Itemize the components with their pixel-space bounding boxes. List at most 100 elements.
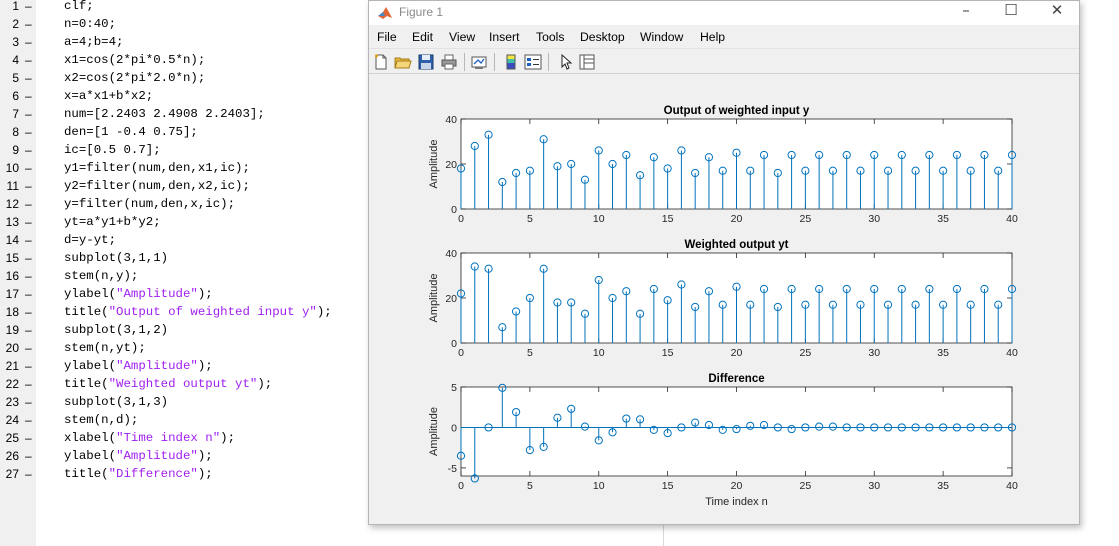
code-line[interactable]: 27– title("Difference"); bbox=[0, 465, 368, 483]
breakpoint-dash[interactable]: – bbox=[25, 143, 32, 157]
code-line[interactable]: 21– ylabel("Amplitude"); bbox=[0, 357, 368, 375]
breakpoint-dash[interactable]: – bbox=[25, 161, 32, 175]
menu-edit[interactable]: Edit bbox=[412, 30, 434, 44]
insert-legend-icon[interactable] bbox=[524, 53, 542, 71]
code-line[interactable]: 26– ylabel("Amplitude"); bbox=[0, 447, 368, 465]
breakpoint-dash[interactable]: – bbox=[25, 179, 32, 193]
code-line[interactable]: 16– stem(n,y); bbox=[0, 267, 368, 285]
property-inspector-icon[interactable] bbox=[578, 53, 596, 71]
figure-menu-bar: File Edit View Insert Tools Desktop Wind… bbox=[369, 26, 1079, 66]
code-line[interactable]: 6– x=a*x1+b*x2; bbox=[0, 87, 368, 105]
code-line[interactable]: 7– num=[2.2403 2.4908 2.2403]; bbox=[0, 105, 368, 123]
breakpoint-dash[interactable]: – bbox=[25, 413, 32, 427]
breakpoint-dash[interactable]: – bbox=[25, 359, 32, 373]
code-line[interactable]: 17– ylabel("Amplitude"); bbox=[0, 285, 368, 303]
code-line[interactable]: 9– ic=[0.5 0.7]; bbox=[0, 141, 368, 159]
breakpoint-dash[interactable]: – bbox=[25, 0, 32, 13]
stem-marker bbox=[553, 413, 562, 422]
print-icon[interactable] bbox=[440, 53, 458, 71]
x-tick-label: 40 bbox=[1006, 347, 1018, 359]
code-text: ylabel("Amplitude"); bbox=[64, 447, 213, 465]
menu-view[interactable]: View bbox=[449, 30, 476, 44]
breakpoint-dash[interactable]: – bbox=[25, 341, 32, 355]
axes-box bbox=[460, 386, 1013, 477]
line-number: 18 bbox=[5, 305, 19, 319]
code-line[interactable]: 8– den=[1 -0.4 0.75]; bbox=[0, 123, 368, 141]
code-line[interactable]: 12– y=filter(num,den,x,ic); bbox=[0, 195, 368, 213]
menu-tools[interactable]: Tools bbox=[536, 30, 565, 44]
close-button[interactable]: ✕ bbox=[1050, 1, 1064, 19]
x-tick-label: 20 bbox=[731, 480, 743, 492]
breakpoint-dash[interactable]: – bbox=[25, 53, 32, 67]
stem-marker bbox=[594, 146, 603, 155]
stem-marker bbox=[897, 284, 906, 294]
stem-marker bbox=[635, 309, 645, 318]
stem-marker bbox=[870, 150, 879, 160]
breakpoint-dash[interactable]: – bbox=[25, 287, 32, 301]
code-line[interactable]: 3– a=4;b=4; bbox=[0, 33, 368, 51]
menu-insert[interactable]: Insert bbox=[489, 30, 520, 44]
breakpoint-dash[interactable]: – bbox=[25, 305, 32, 319]
figure-title-bar[interactable]: Figure 1 – ☐ ✕ bbox=[369, 1, 1079, 25]
code-editor[interactable]: 1– clf; 2– n=0:40; 3– a=4;b=4; 4– x1=cos(2*pi*0… bbox=[0, 0, 368, 546]
code-line[interactable]: 25– xlabel("Time index n"); bbox=[0, 429, 368, 447]
stem-marker bbox=[746, 421, 755, 430]
maximize-button[interactable]: ☐ bbox=[1004, 1, 1018, 19]
axes-title: Difference bbox=[708, 373, 764, 385]
stem-marker bbox=[966, 423, 975, 432]
code-line[interactable]: 1– clf; bbox=[0, 0, 368, 15]
breakpoint-dash[interactable]: – bbox=[25, 323, 32, 337]
breakpoint-dash[interactable]: – bbox=[25, 395, 32, 409]
minimize-button[interactable]: – bbox=[962, 1, 970, 19]
breakpoint-dash[interactable]: – bbox=[25, 107, 32, 121]
breakpoint-dash[interactable]: – bbox=[25, 449, 32, 463]
breakpoint-dash[interactable]: – bbox=[25, 17, 32, 31]
breakpoint-dash[interactable]: – bbox=[25, 251, 32, 265]
breakpoint-dash[interactable]: – bbox=[25, 125, 32, 139]
stem-marker bbox=[525, 446, 534, 455]
breakpoint-dash[interactable]: – bbox=[25, 269, 32, 283]
figure-window-title: Figure 1 bbox=[399, 5, 444, 19]
code-line[interactable]: 4– x1=cos(2*pi*0.5*n); bbox=[0, 51, 368, 69]
code-line[interactable]: 13– yt=a*y1+b*y2; bbox=[0, 213, 368, 231]
breakpoint-dash[interactable]: – bbox=[25, 215, 32, 229]
x-tick-label: 10 bbox=[593, 480, 605, 492]
code-line[interactable]: 14– d=y-yt; bbox=[0, 231, 368, 249]
stem-marker bbox=[608, 159, 617, 169]
code-line[interactable]: 24– stem(n,d); bbox=[0, 411, 368, 429]
breakpoint-dash[interactable]: – bbox=[25, 431, 32, 445]
code-line[interactable]: 11– y2=filter(num,den,x2,ic); bbox=[0, 177, 368, 195]
save-icon[interactable] bbox=[417, 53, 435, 71]
code-line[interactable]: 22– title("Weighted output yt"); bbox=[0, 375, 368, 393]
breakpoint-dash[interactable]: – bbox=[25, 197, 32, 211]
stem-marker bbox=[787, 284, 796, 294]
code-line[interactable]: 5– x2=cos(2*pi*2.0*n); bbox=[0, 69, 368, 87]
link-plot-icon[interactable] bbox=[470, 53, 488, 71]
breakpoint-dash[interactable]: – bbox=[25, 233, 32, 247]
breakpoint-dash[interactable]: – bbox=[25, 71, 32, 85]
stem-marker bbox=[1007, 423, 1017, 432]
breakpoint-dash[interactable]: – bbox=[25, 377, 32, 391]
menu-help[interactable]: Help bbox=[700, 30, 726, 44]
code-line[interactable]: 2– n=0:40; bbox=[0, 15, 368, 33]
line-number: 14 bbox=[5, 233, 19, 247]
code-line[interactable]: 23– subplot(3,1,3) bbox=[0, 393, 368, 411]
menu-desktop[interactable]: Desktop bbox=[580, 30, 625, 44]
stem-marker bbox=[911, 423, 920, 432]
stem-marker bbox=[649, 284, 658, 294]
code-line[interactable]: 15– subplot(3,1,1) bbox=[0, 249, 368, 267]
code-line[interactable]: 18– title("Output of weighted input y"); bbox=[0, 303, 368, 321]
new-figure-icon[interactable] bbox=[372, 53, 390, 71]
breakpoint-dash[interactable]: – bbox=[25, 89, 32, 103]
code-line[interactable]: 10– y1=filter(num,den,x1,ic); bbox=[0, 159, 368, 177]
x-tick-label: 30 bbox=[868, 480, 880, 492]
open-file-icon[interactable] bbox=[394, 53, 412, 71]
code-line[interactable]: 20– stem(n,yt); bbox=[0, 339, 368, 357]
edit-plot-arrow-icon[interactable] bbox=[557, 53, 575, 71]
menu-window[interactable]: Window bbox=[640, 30, 684, 44]
code-line[interactable]: 19– subplot(3,1,2) bbox=[0, 321, 368, 339]
insert-colorbar-icon[interactable] bbox=[502, 53, 520, 71]
menu-file[interactable]: File bbox=[377, 30, 397, 44]
breakpoint-dash[interactable]: – bbox=[25, 35, 32, 49]
breakpoint-dash[interactable]: – bbox=[25, 467, 32, 481]
